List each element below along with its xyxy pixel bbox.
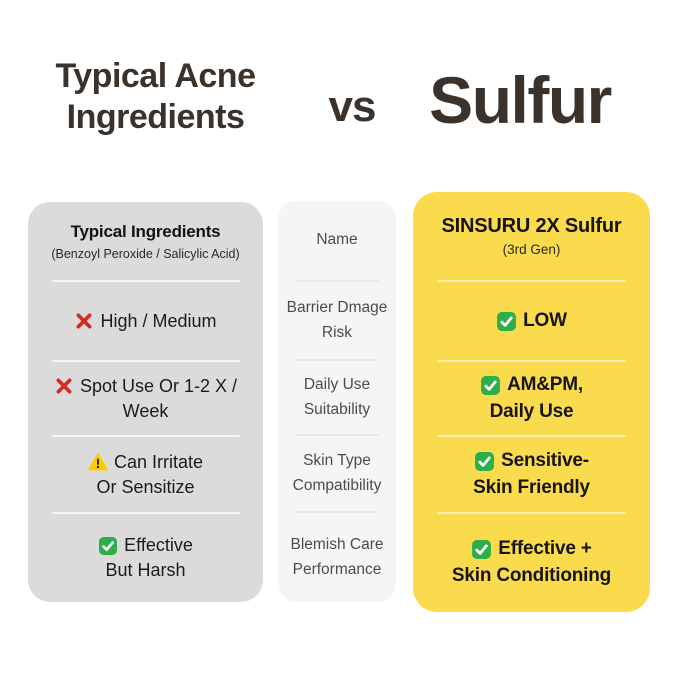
table-row: Barrier Dmage Risk	[278, 282, 396, 359]
typical-ingredients-card: Typical Ingredients (Benzoyl Peroxide / …	[28, 202, 263, 602]
sulfur-product-card: SINSURU 2X Sulfur (3rd Gen) LOW AM&PM, D…	[413, 192, 650, 612]
cell-text: Or Sensitize	[96, 476, 195, 497]
cross-icon	[54, 376, 74, 396]
table-row: Effective But Harsh	[28, 514, 263, 602]
check-icon	[480, 375, 501, 396]
cell-text: Skin Conditioning	[451, 565, 612, 586]
cell-text: Effective	[124, 535, 193, 556]
attribute-labels-card: Name Barrier Dmage Risk Daily Use Suitab…	[278, 201, 396, 602]
table-row: AM&PM, Daily Use	[413, 362, 650, 435]
cell-text: Spot Use Or 1-2 X /	[79, 375, 238, 396]
divider	[294, 434, 380, 436]
cell-text: Can Irritate	[113, 451, 204, 472]
check-icon	[471, 539, 492, 560]
divider	[294, 280, 380, 282]
divider	[51, 512, 240, 514]
check-icon	[474, 451, 495, 472]
vs-label: vs	[328, 82, 377, 131]
divider	[51, 280, 240, 282]
cell-text: But Harsh	[105, 560, 186, 580]
typical-card-subtitle: (Benzoyl Peroxide / Salicylic Acid)	[51, 246, 240, 261]
cell-text: Effective +	[498, 538, 592, 560]
page-title: Typical Acne Ingredients	[28, 56, 283, 138]
cell-text: Name	[316, 231, 358, 249]
divider	[436, 280, 627, 282]
table-row: Skin Type Compatibility	[278, 436, 396, 511]
table-row: Name	[278, 201, 396, 280]
product-title: Sulfur	[429, 63, 612, 137]
cell-text: Barrier Dmage	[286, 299, 388, 317]
typical-card-title: Typical Ingredients	[70, 221, 221, 241]
divider	[436, 435, 627, 437]
divider	[51, 435, 240, 437]
cell-text: High / Medium	[100, 310, 217, 331]
table-row: Spot Use Or 1-2 X / Week	[28, 362, 263, 435]
sulfur-card-header: SINSURU 2X Sulfur (3rd Gen)	[413, 192, 650, 280]
table-row: Sensitive- Skin Friendly	[413, 437, 650, 512]
cell-text: Skin Friendly	[473, 476, 590, 498]
cell-text: AM&PM,	[507, 373, 583, 395]
table-row: Effective + Skin Conditioning	[413, 514, 650, 612]
cross-icon	[74, 311, 94, 331]
sulfur-card-subtitle: (3rd Gen)	[502, 242, 561, 257]
cell-text: Daily Use	[303, 376, 371, 394]
cell-text: Compatibility	[292, 476, 382, 494]
page-title-line2: Ingredients	[66, 97, 245, 136]
cell-text: Risk	[321, 323, 353, 341]
table-row: High / Medium	[28, 282, 263, 360]
cell-text: Blemish Care	[290, 536, 384, 554]
divider	[436, 360, 627, 362]
cell-text: LOW	[523, 309, 567, 331]
typical-card-header: Typical Ingredients (Benzoyl Peroxide / …	[28, 202, 263, 280]
cell-text: Daily Use	[489, 400, 574, 422]
check-icon	[98, 536, 118, 556]
sulfur-card-title: SINSURU 2X Sulfur	[441, 215, 622, 237]
warning-icon	[88, 452, 108, 472]
table-row: Daily Use Suitability	[278, 361, 396, 434]
table-row: LOW	[413, 282, 650, 360]
cell-text: Sensitive-	[501, 449, 589, 471]
divider	[294, 359, 380, 361]
check-icon	[496, 311, 517, 332]
page-title-line1: Typical Acne	[55, 57, 256, 95]
divider	[51, 360, 240, 362]
cell-text: Week	[122, 400, 169, 421]
divider	[436, 512, 627, 514]
cell-text: Skin Type	[303, 452, 371, 470]
cell-text: Performance	[292, 560, 382, 578]
cell-text: Suitability	[303, 400, 371, 418]
table-row: Can Irritate Or Sensitize	[28, 437, 263, 512]
table-row: Blemish Care Performance	[278, 513, 396, 602]
divider	[294, 511, 380, 513]
